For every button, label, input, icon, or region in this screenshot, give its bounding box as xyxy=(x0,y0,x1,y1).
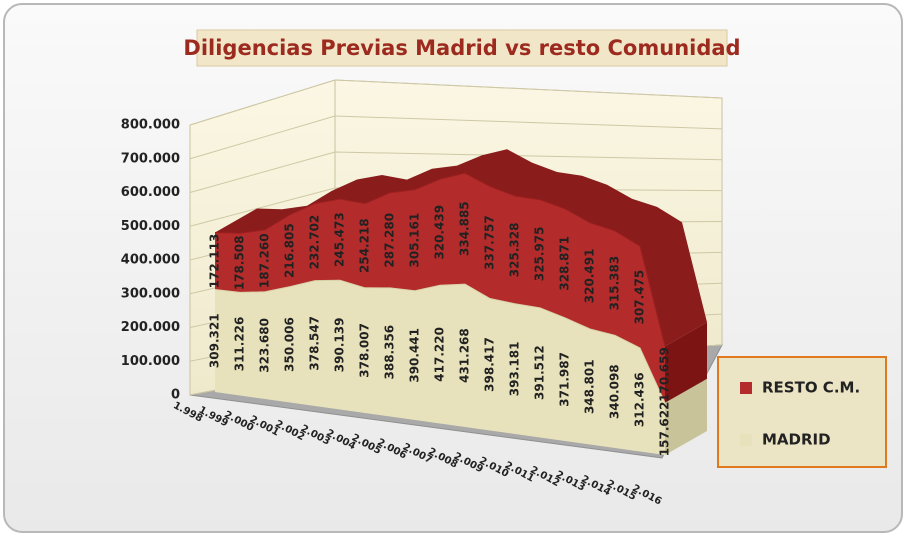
data-label: 172.113 xyxy=(208,234,222,289)
data-label: 378.007 xyxy=(358,323,372,378)
area-front xyxy=(215,280,665,455)
data-label: 348.801 xyxy=(583,359,597,414)
data-label: 245.473 xyxy=(333,212,347,267)
data-label: 232.702 xyxy=(308,215,322,270)
data-label: 325.328 xyxy=(508,223,522,278)
data-label: 305.161 xyxy=(408,213,422,268)
data-label: 378.547 xyxy=(308,316,322,371)
series-line xyxy=(214,172,666,347)
data-label: 320.491 xyxy=(583,249,597,304)
data-label: 157.622 xyxy=(658,402,672,457)
chart-title: Diligencias Previas Madrid vs resto Comu… xyxy=(183,36,740,60)
data-label: 388.356 xyxy=(383,325,397,380)
data-label: 315.383 xyxy=(608,256,622,311)
plot xyxy=(189,79,723,455)
area-top xyxy=(215,149,707,347)
data-label: 350.006 xyxy=(283,317,297,372)
data-label: 254.218 xyxy=(358,218,372,273)
y-tick-label: 800.000 xyxy=(121,118,180,133)
legend-label: MADRID xyxy=(762,431,831,449)
data-label: 216.805 xyxy=(283,223,297,278)
y-tick-label: 700.000 xyxy=(121,151,180,166)
area-side xyxy=(665,378,707,455)
title-box xyxy=(196,29,728,67)
data-label: 325.975 xyxy=(533,226,547,281)
y-tick-label: 100.000 xyxy=(121,354,180,369)
legend-swatch xyxy=(740,382,752,394)
data-label: 390.139 xyxy=(333,318,347,373)
y-tick-label: 500.000 xyxy=(121,219,180,234)
grid-line xyxy=(189,79,723,126)
data-label: 391.512 xyxy=(533,345,547,400)
series-line xyxy=(214,279,666,404)
grid-line xyxy=(189,115,723,160)
area-side xyxy=(665,322,707,403)
data-label: 312.436 xyxy=(633,372,647,427)
data-label: 334.885 xyxy=(458,201,472,256)
y-tick-label: 200.000 xyxy=(121,320,180,335)
legend-label: RESTO C.M. xyxy=(762,379,860,397)
data-label: 340.098 xyxy=(608,364,622,419)
legend-swatch xyxy=(740,434,752,446)
y-tick-label: 0 xyxy=(171,388,180,403)
data-label: 337.757 xyxy=(483,215,497,270)
data-label: 417.220 xyxy=(433,327,447,382)
data-label: 431.268 xyxy=(458,328,472,383)
data-label: 371.987 xyxy=(558,352,572,407)
data-label: 393.181 xyxy=(508,342,522,397)
data-label: 328.871 xyxy=(558,236,572,291)
data-label: 390.441 xyxy=(408,328,422,383)
data-label: 170.659 xyxy=(658,347,672,402)
data-label: 187.260 xyxy=(258,233,272,288)
legend-box xyxy=(717,356,887,468)
y-tick-label: 400.000 xyxy=(121,253,180,268)
y-tick-label: 300.000 xyxy=(121,286,180,301)
area-front xyxy=(215,173,665,403)
data-label: 311.226 xyxy=(233,317,247,372)
data-label: 323.680 xyxy=(258,318,272,373)
data-label: 398.417 xyxy=(483,337,497,392)
data-label: 178.508 xyxy=(233,236,247,291)
data-label: 320.439 xyxy=(433,205,447,260)
y-tick-label: 600.000 xyxy=(121,185,180,200)
grid-line xyxy=(189,151,723,193)
data-label: 309.321 xyxy=(208,313,222,368)
data-label: 287.280 xyxy=(383,213,397,268)
data-label: 307.475 xyxy=(633,270,647,325)
